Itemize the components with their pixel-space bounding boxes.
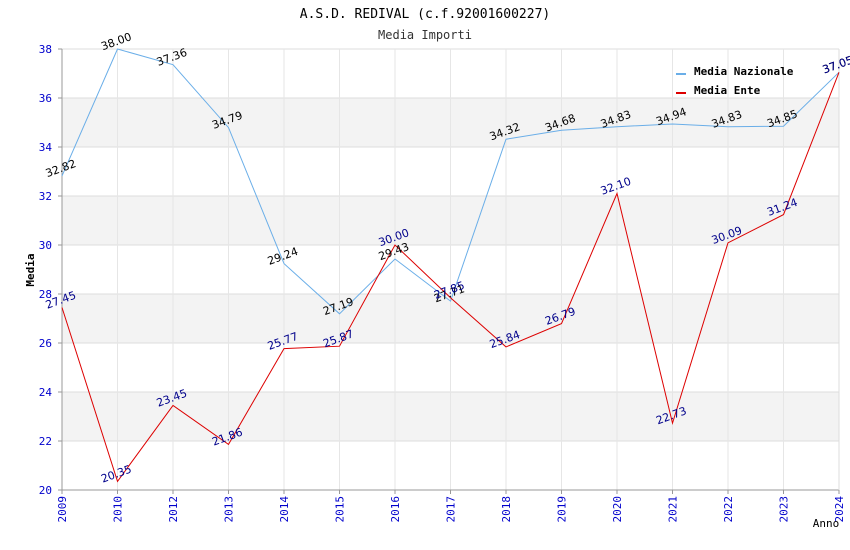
x-tick-label: 2024 xyxy=(833,496,846,523)
y-tick-label: 26 xyxy=(39,337,52,350)
y-tick-label: 32 xyxy=(39,190,52,203)
y-tick-label: 30 xyxy=(39,239,52,252)
data-label: 20.35 xyxy=(99,463,133,486)
legend-label: Media Nazionale xyxy=(694,65,794,78)
x-tick-label: 2012 xyxy=(167,496,180,523)
x-tick-label: 2020 xyxy=(611,496,624,523)
y-tick-label: 38 xyxy=(39,43,52,56)
x-tick-label: 2017 xyxy=(445,496,458,523)
x-tick-label: 2009 xyxy=(56,496,69,523)
data-label: 32.10 xyxy=(599,175,633,198)
chart-subtitle: Media Importi xyxy=(378,28,472,42)
series-line-media-ente xyxy=(61,72,840,483)
x-tick-label: 2010 xyxy=(112,496,125,523)
x-axis-label: Anno xyxy=(813,517,840,530)
data-label: 29.24 xyxy=(266,245,300,268)
chart-title: A.S.D. REDIVAL (c.f.92001600227) xyxy=(300,7,550,22)
y-tick-label: 20 xyxy=(39,484,52,497)
x-tick-label: 2021 xyxy=(667,496,680,523)
legend: Media Nazionale Media Ente xyxy=(676,65,794,97)
series-lines xyxy=(61,48,840,483)
y-tick-label: 28 xyxy=(39,288,52,301)
x-tick-label: 2016 xyxy=(389,496,402,523)
y-axis-label: Media xyxy=(24,253,37,286)
data-label: 32.82 xyxy=(44,157,78,180)
data-label: 38.00 xyxy=(99,30,133,53)
y-tick-label: 24 xyxy=(39,386,53,399)
y-tick-label: 36 xyxy=(39,92,52,105)
x-tick-label: 2019 xyxy=(556,496,569,523)
x-tick-label: 2023 xyxy=(778,496,791,523)
y-tick-label: 22 xyxy=(39,435,52,448)
legend-label: Media Ente xyxy=(694,84,761,97)
y-tick-label: 34 xyxy=(39,141,53,154)
x-tick-label: 2022 xyxy=(722,496,735,523)
data-label: 37.05 xyxy=(821,53,850,76)
x-tick-label: 2018 xyxy=(500,496,513,523)
x-tick-label: 2015 xyxy=(334,496,347,523)
x-tick-label: 2013 xyxy=(223,496,236,523)
series-line-media-nazionale xyxy=(61,48,840,315)
x-tick-label: 2014 xyxy=(278,496,291,523)
